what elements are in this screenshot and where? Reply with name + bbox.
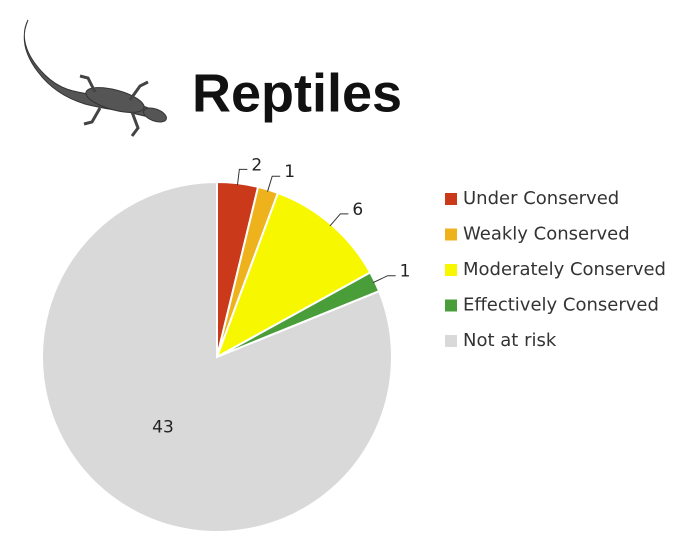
data-label: 2: [251, 155, 262, 175]
legend-swatch: [445, 335, 457, 347]
leader-line: [267, 175, 281, 192]
data-label: 43: [152, 417, 174, 437]
leader-line: [329, 213, 349, 227]
pie-slice: [41, 180, 393, 533]
legend-swatch: [445, 299, 457, 312]
legend-swatch: [445, 264, 457, 276]
data-label: 6: [352, 200, 363, 220]
legend-label: Under Conserved: [463, 188, 619, 209]
lizard-icon: [23, 19, 167, 137]
leader-line: [236, 168, 248, 186]
legend-label: Weakly Conserved: [463, 224, 630, 245]
data-label: 1: [284, 162, 295, 182]
leader-line: [372, 275, 396, 284]
legend-swatch: [445, 193, 457, 205]
legend-label: Not at risk: [463, 330, 557, 351]
legend-swatch: [445, 228, 457, 241]
legend-label: Moderately Conserved: [463, 259, 666, 280]
data-label: 1: [400, 262, 411, 282]
chart-title: Reptiles: [192, 63, 402, 123]
legend-label: Effectively Conserved: [463, 295, 659, 316]
